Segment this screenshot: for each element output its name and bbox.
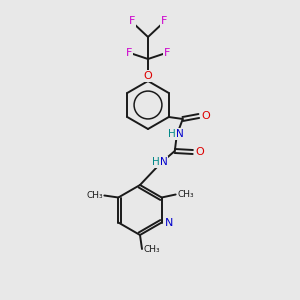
Text: CH₃: CH₃ <box>177 190 194 199</box>
Text: CH₃: CH₃ <box>86 191 103 200</box>
Text: H: H <box>168 129 176 139</box>
Text: H: H <box>152 157 160 167</box>
Text: N: N <box>164 218 173 229</box>
Text: F: F <box>126 48 132 58</box>
Text: N: N <box>160 157 168 167</box>
Text: N: N <box>176 129 184 139</box>
Text: F: F <box>161 16 167 26</box>
Text: O: O <box>201 111 210 121</box>
Text: CH₃: CH₃ <box>144 245 160 254</box>
Text: O: O <box>195 147 204 157</box>
Text: F: F <box>129 16 135 26</box>
Text: F: F <box>164 48 170 58</box>
Text: O: O <box>144 71 152 81</box>
